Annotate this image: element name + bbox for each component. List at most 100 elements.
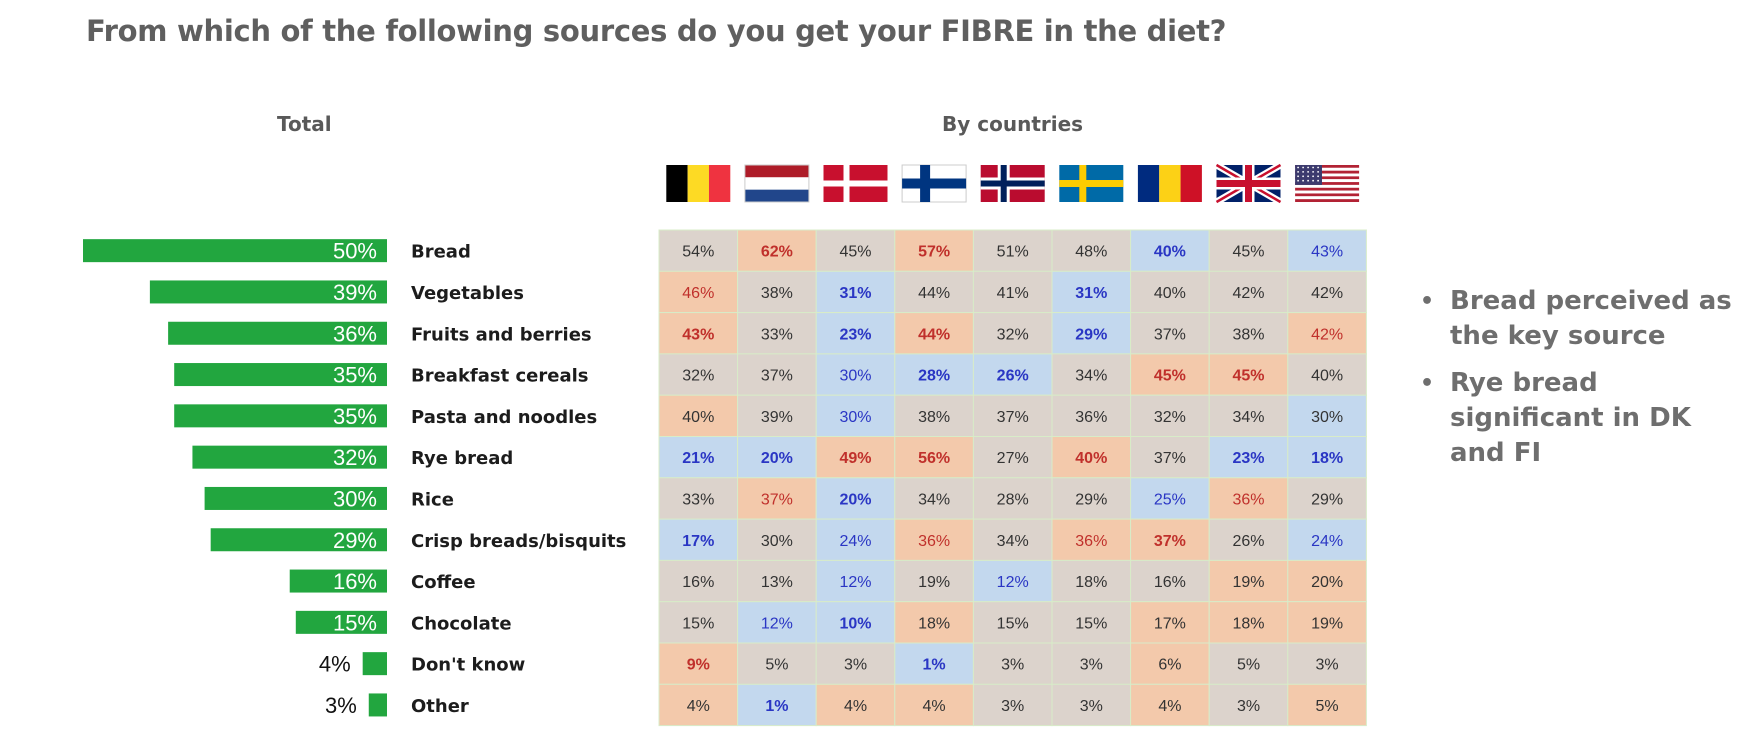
heatmap-value-label: 5% — [1237, 657, 1260, 674]
heatmap-value-label: 44% — [918, 285, 950, 302]
heatmap-value-label: 21% — [682, 450, 714, 467]
bar-value-label: 36% — [333, 321, 377, 346]
heatmap-cell — [737, 436, 817, 479]
heatmap-value-label: 16% — [682, 574, 714, 591]
heatmap-cell — [815, 559, 896, 603]
heatmap-cell — [894, 477, 974, 520]
total-bar — [295, 610, 387, 634]
heatmap-cell — [658, 642, 739, 685]
heatmap-cell — [737, 683, 817, 727]
heatmap-value-label: 29% — [1311, 491, 1343, 508]
heatmap-value-label: 3% — [1237, 698, 1260, 715]
heatmap-cell — [1051, 518, 1132, 561]
heatmap-value-label: 18% — [1311, 450, 1343, 467]
heatmap-cell — [1130, 312, 1210, 355]
finland-flag-icon — [901, 164, 967, 203]
total-heading: Total — [277, 112, 332, 136]
heatmap-cell — [1051, 642, 1132, 685]
heatmap-cell — [1051, 436, 1132, 479]
romania-flag-icon — [1137, 165, 1202, 202]
heatmap-cell — [972, 601, 1053, 644]
heatmap-value-label: 29% — [1075, 326, 1107, 343]
heatmap-value-label: 6% — [1158, 657, 1181, 674]
heatmap-cell — [658, 683, 739, 727]
bar-value-label: 35% — [333, 363, 377, 388]
heatmap-value-label: 3% — [1001, 698, 1024, 715]
key-notes: Bread perceived as the key source Rye br… — [1420, 284, 1740, 483]
heatmap-cell — [1287, 559, 1367, 603]
heatmap-cell — [1130, 601, 1210, 644]
heatmap-cell — [1051, 394, 1132, 438]
heatmap-cell — [815, 394, 896, 438]
total-bar — [204, 486, 387, 510]
heatmap-cell — [1208, 559, 1289, 603]
heatmap-cell — [815, 518, 896, 561]
heatmap-value-label: 40% — [1311, 368, 1343, 385]
countries-heading: By countries — [942, 112, 1084, 136]
heatmap-cell — [1287, 353, 1367, 396]
heatmap-value-label: 16% — [1154, 574, 1186, 591]
heatmap-cell — [1208, 229, 1289, 272]
heatmap-value-label: 45% — [1154, 368, 1186, 385]
category-label: Fruits and berries — [411, 324, 592, 345]
heatmap-cell — [737, 229, 817, 272]
heatmap-value-label: 48% — [1075, 244, 1107, 261]
total-bar — [210, 528, 387, 552]
heatmap-value-label: 40% — [1154, 285, 1186, 302]
total-bar — [362, 652, 387, 676]
category-label: Rice — [411, 489, 454, 510]
heatmap-cell — [1130, 683, 1210, 727]
heatmap-value-label: 36% — [1075, 533, 1107, 550]
heatmap-value-label: 19% — [918, 574, 950, 591]
heatmap-value-label: 37% — [1154, 326, 1186, 343]
heatmap-value-label: 45% — [839, 244, 871, 261]
heatmap-cell — [972, 229, 1053, 272]
heatmap-value-label: 26% — [997, 368, 1029, 385]
heatmap-value-label: 49% — [839, 450, 871, 467]
heatmap-value-label: 23% — [839, 326, 871, 343]
note-item: Bread perceived as the key source — [1420, 284, 1740, 354]
country-heatmap: 54% 62% 45% 57% 51% 48% 40% 45% 43% 46% 38% 31% 44% 4… — [658, 229, 1367, 727]
heatmap-cell — [815, 353, 896, 396]
heatmap-value-label: 42% — [1311, 326, 1343, 343]
heatmap-value-label: 28% — [997, 491, 1029, 508]
heatmap-value-label: 3% — [1080, 657, 1103, 674]
heatmap-cell — [1130, 229, 1210, 272]
heatmap-value-label: 32% — [997, 326, 1029, 343]
heatmap-value-label: 17% — [682, 533, 714, 550]
heatmap-cell — [1051, 559, 1132, 603]
heatmap-value-label: 18% — [918, 615, 950, 632]
heatmap-cell — [894, 642, 974, 685]
heatmap-value-label: 38% — [918, 409, 950, 426]
heatmap-value-label: 10% — [839, 615, 871, 632]
heatmap-value-label: 33% — [761, 326, 793, 343]
heatmap-cell — [737, 601, 817, 644]
heatmap-cell — [815, 642, 896, 685]
heatmap-cell — [894, 353, 974, 396]
heatmap-value-label: 37% — [761, 368, 793, 385]
bar-value-label: 35% — [333, 404, 377, 429]
heatmap-cell — [1130, 642, 1210, 685]
heatmap-value-label: 1% — [765, 698, 788, 715]
heatmap-value-label: 12% — [839, 574, 871, 591]
heatmap-cell — [972, 394, 1053, 438]
heatmap-cell — [1208, 683, 1289, 727]
category-label: Other — [411, 696, 469, 717]
category-label: Crisp breads/bisquits — [411, 531, 626, 552]
heatmap-cell — [1208, 477, 1289, 520]
total-bar — [368, 693, 387, 717]
bar-value-label: 30% — [333, 486, 377, 511]
heatmap-cell — [1051, 477, 1132, 520]
usa-flag-icon — [1295, 165, 1360, 202]
total-bar — [192, 445, 387, 469]
category-label: Coffee — [411, 572, 476, 593]
heatmap-value-label: 12% — [997, 574, 1029, 591]
uk-flag-icon — [1214, 161, 1283, 206]
heatmap-value-label: 15% — [1075, 615, 1107, 632]
heatmap-value-label: 39% — [761, 409, 793, 426]
heatmap-value-label: 4% — [923, 698, 946, 715]
heatmap-cell — [1130, 477, 1210, 520]
bar-value-label: 29% — [333, 528, 377, 553]
heatmap-cell — [894, 559, 974, 603]
heatmap-value-label: 37% — [1154, 450, 1186, 467]
